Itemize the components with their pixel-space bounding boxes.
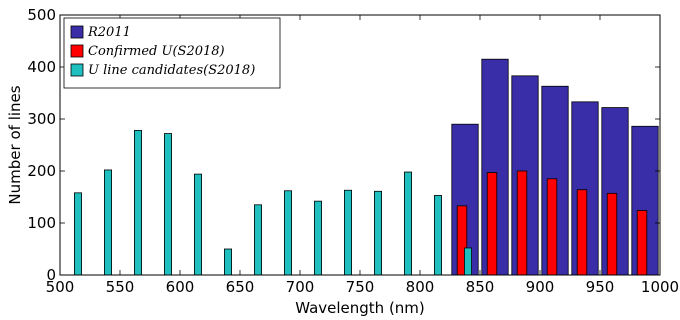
x-tick-label: 700 xyxy=(286,278,315,296)
legend-label-candidates: U line candidates(S2018) xyxy=(88,63,255,78)
x-axis-label: Wavelength (nm) xyxy=(295,299,425,317)
legend-swatch-candidates xyxy=(70,63,84,77)
x-tick-label: 750 xyxy=(346,278,375,296)
bar xyxy=(343,189,352,276)
x-tick-label: 500 xyxy=(46,278,75,296)
plot-area: 500 550 600 650 700 750 800 850 900 950 1000 0 100 20… xyxy=(27,6,679,296)
series-2 xyxy=(74,130,472,276)
bar xyxy=(576,189,588,276)
x-tick-label: 650 xyxy=(226,278,255,296)
bar xyxy=(636,210,648,276)
legend-box xyxy=(63,17,281,89)
bar xyxy=(546,178,558,276)
bar xyxy=(193,173,202,276)
x-tick-label: 950 xyxy=(586,278,615,296)
x-tick-label: 850 xyxy=(466,278,495,296)
bar xyxy=(163,133,172,276)
legend-label-confirmed: Confirmed U(S2018) xyxy=(88,44,225,59)
x-tick-label: 800 xyxy=(406,278,435,296)
bar xyxy=(313,200,322,276)
x-tick-label: 600 xyxy=(166,278,195,296)
legend-entry-confirmed: Confirmed U(S2018) xyxy=(70,44,225,59)
bar xyxy=(606,192,618,276)
bar xyxy=(133,130,142,276)
y-axis-label: Number of lines xyxy=(6,85,24,204)
legend-swatch-r2011 xyxy=(70,25,84,39)
bar xyxy=(486,172,498,276)
bar xyxy=(516,170,528,276)
legend-entry-r2011: R2011 xyxy=(70,25,131,40)
y-tick-label: 200 xyxy=(27,162,56,180)
bar xyxy=(283,190,292,276)
bar xyxy=(104,169,113,276)
y-tick-label: 400 xyxy=(27,58,56,76)
bar xyxy=(403,171,412,276)
bar xyxy=(463,247,472,276)
x-tick-label: 550 xyxy=(106,278,135,296)
bar xyxy=(74,192,83,276)
legend: R2011 Confirmed U(S2018) U line candidat… xyxy=(63,17,281,89)
x-tick-label: 900 xyxy=(526,278,555,296)
ticks: 500 550 600 650 700 750 800 850 900 950 1000 0 100 20… xyxy=(27,6,679,296)
y-tick-label: 500 xyxy=(27,6,56,24)
series-1 xyxy=(456,170,648,276)
y-tick-label: 0 xyxy=(46,266,56,284)
x-tick-label: 1000 xyxy=(641,278,679,296)
y-tick-label: 300 xyxy=(27,110,56,128)
bar xyxy=(433,195,442,276)
legend-swatch-confirmed xyxy=(70,44,84,58)
legend-label-r2011: R2011 xyxy=(87,25,131,40)
bar xyxy=(223,248,232,276)
bar xyxy=(253,204,262,276)
bar xyxy=(373,190,382,276)
legend-entry-candidates: U line candidates(S2018) xyxy=(70,63,255,78)
bars xyxy=(74,58,659,276)
y-tick-label: 100 xyxy=(27,214,56,232)
